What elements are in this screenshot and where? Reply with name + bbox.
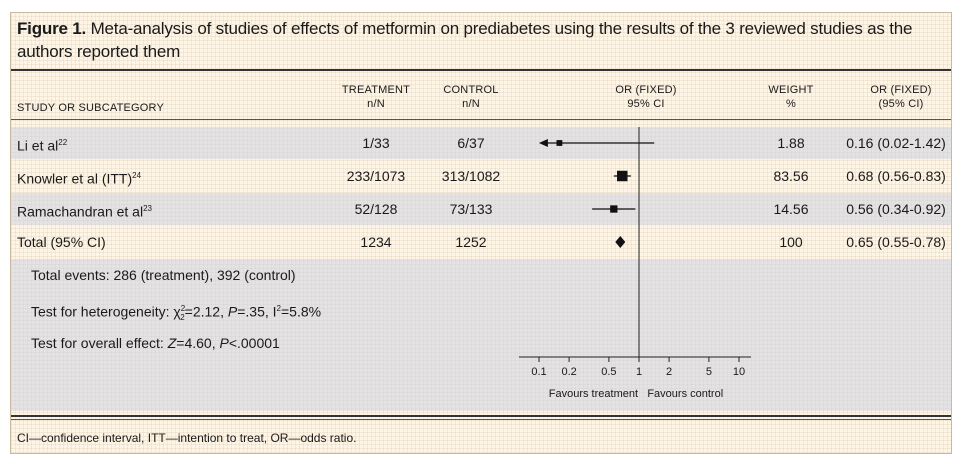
weight-value: 14.56 — [773, 201, 809, 217]
x-tick-label: 0.1 — [531, 366, 546, 378]
x-tick-label: 5 — [706, 366, 712, 378]
notes-band — [11, 259, 951, 359]
table-row-total: Total (95% CI) 1234 1252 100 0.65 (0.55-… — [11, 226, 951, 258]
header-or-ci: OR (FIXED) (95% CI) — [870, 84, 932, 110]
header-treatment: TREATMENT n/N — [341, 84, 411, 110]
control-count: 6/37 — [457, 135, 485, 151]
control-count: 73/133 — [449, 201, 493, 217]
ci-arrow — [538, 139, 548, 147]
control-count: 313/1082 — [441, 168, 501, 184]
or-ci-value: 0.68 (0.56-0.83) — [846, 168, 946, 184]
overall-effect-note: Test for overall effect: Z=4.60, P<.0000… — [31, 335, 280, 351]
figure-caption: Figure 1. Meta-analysis of studies of ef… — [17, 17, 937, 63]
study-name: Ramachandran et al23 — [17, 203, 152, 220]
study-name: Total (95% CI) — [17, 234, 106, 250]
control-count: 1252 — [455, 234, 487, 250]
heterogeneity-note: Test for heterogeneity: χ22=2.12, P=.35,… — [31, 303, 322, 323]
x-tick-label: 2 — [666, 366, 672, 378]
header-weight: WEIGHT% — [768, 84, 814, 110]
forest-plot-figure: Figure 1. Meta-analysis of studies of ef… — [10, 12, 952, 454]
weight-value: 83.56 — [773, 168, 809, 184]
footer-rule — [11, 415, 951, 417]
total-events-note: Total events: 286 (treatment), 392 (cont… — [31, 267, 296, 283]
or-ci-value: 0.16 (0.02-1.42) — [846, 135, 946, 151]
x-tick-label: 0.2 — [561, 366, 576, 378]
or-ci-value: 0.56 (0.34-0.92) — [846, 201, 946, 217]
treatment-count: 233/1073 — [346, 168, 406, 184]
caption-rule — [11, 69, 951, 71]
figure-label: Figure 1. — [17, 19, 87, 38]
footer-rule-thin — [11, 419, 951, 420]
study-name: Li et al22 — [17, 137, 68, 154]
table-row-li: Li et al22 1/33 6/37 1.88 0.16 (0.02-1.4… — [11, 127, 951, 159]
point-estimate — [617, 170, 628, 182]
axis-band — [11, 359, 951, 411]
x-tick-label: 10 — [733, 366, 745, 378]
header-study: STUDY OR SUBCATEGORY — [17, 102, 165, 114]
or-ci-value: 0.65 (0.55-0.78) — [846, 234, 946, 250]
treatment-count: 1234 — [360, 234, 392, 250]
table-row-ramachandran: Ramachandran et al23 52/128 73/133 14.56… — [11, 193, 951, 225]
x-tick-label: 0.5 — [601, 366, 616, 378]
table-row-knowler: Knowler et al (ITT)24 233/1073 313/1082 … — [11, 160, 951, 192]
x-tick-label: 1 — [636, 366, 642, 378]
header-control: CONTROL n/N — [443, 84, 499, 110]
header-rule — [11, 119, 951, 120]
treatment-count: 52/128 — [354, 201, 398, 217]
weight-value: 100 — [779, 234, 803, 250]
total-diamond — [615, 236, 626, 248]
weight-value: 1.88 — [777, 135, 805, 151]
header-or-fixed: OR (FIXED) 95% CI — [615, 84, 677, 110]
favours-control-label: Favours control — [647, 388, 723, 400]
forest-plot: 0.1 0.2 0.5 1 2 5 10 Favours treatment Favours c… — [519, 127, 751, 400]
favours-treatment-label: Favours treatment — [549, 388, 638, 400]
point-estimate — [556, 140, 563, 146]
point-estimate — [610, 205, 618, 213]
study-name: Knowler et al (ITT)24 — [17, 170, 142, 187]
treatment-count: 1/33 — [362, 135, 390, 151]
footnote: CI—confidence interval, ITT—intention to… — [17, 431, 357, 445]
figure-caption-text: Meta-analysis of studies of effects of m… — [17, 19, 913, 61]
